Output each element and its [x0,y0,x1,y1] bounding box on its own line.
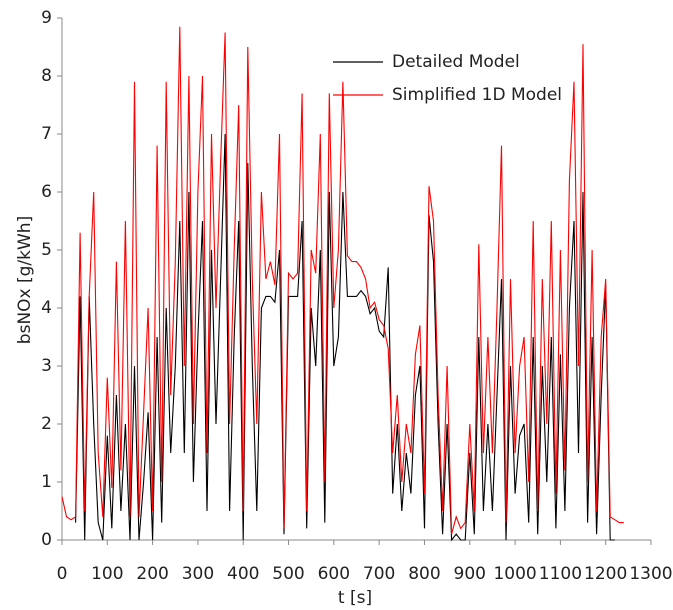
y-tick-label: 0 [41,530,52,550]
x-tick-label: 400 [227,564,259,584]
x-tick-label: 500 [272,564,304,584]
y-tick-label: 9 [41,8,52,28]
x-tick-label: 200 [136,564,168,584]
y-tick-label: 2 [41,414,52,434]
y-tick-label: 5 [41,240,52,260]
y-axis-label: bsNOx [g/kWh] [15,216,35,344]
y-tick-label: 6 [41,182,52,202]
x-tick-label: 1300 [629,564,672,584]
x-tick-label: 1100 [539,564,582,584]
y-tick-label: 3 [41,356,52,376]
x-tick-label: 600 [318,564,350,584]
series-line [75,133,615,542]
legend-label: Detailed Model [392,52,520,72]
x-tick-label: 900 [454,564,486,584]
x-tick-label: 300 [182,564,214,584]
y-tick-label: 7 [41,124,52,144]
series-line [61,26,624,535]
y-tick-label: 1 [41,472,52,492]
x-tick-label: 100 [91,564,123,584]
legend-label: Simplified 1D Model [392,85,562,105]
x-tick-label: 700 [363,564,395,584]
x-axis-label: t [s] [338,588,372,608]
y-tick-label: 8 [41,66,52,86]
x-tick-label: 800 [408,564,440,584]
x-tick-label: 1000 [493,564,536,584]
x-tick-label: 0 [57,564,68,584]
x-tick-label: 1200 [584,564,627,584]
y-tick-label: 4 [41,298,52,318]
